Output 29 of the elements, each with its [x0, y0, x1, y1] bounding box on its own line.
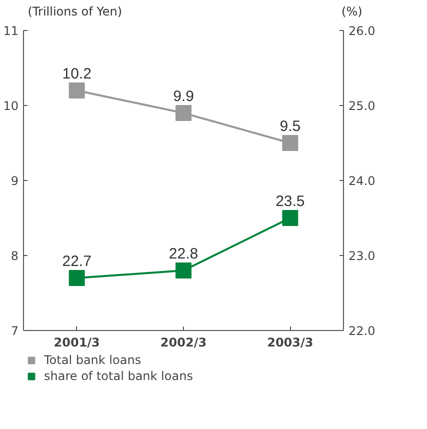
- legend-label: Total bank loans: [44, 352, 142, 368]
- data-label: 22.7: [62, 253, 92, 270]
- point: [68, 82, 85, 98]
- data-label: 22.8: [168, 246, 198, 262]
- x-tick-label: 2003/3: [267, 336, 314, 350]
- point: [176, 105, 192, 121]
- y2-tick-label: 22.0: [348, 324, 376, 338]
- y2-tick-label: 25.0: [348, 99, 376, 113]
- y2-tick-label: 26.0: [348, 24, 376, 38]
- data-label: 23.5: [276, 193, 305, 210]
- y2-tick-label: 23.0: [348, 249, 376, 263]
- data-label: 9.5: [280, 118, 301, 135]
- y-axis-title: (Trillions of Yen): [28, 4, 122, 18]
- x-tick-label: 2002/3: [160, 336, 207, 350]
- x-tick-label: 2001/3: [54, 336, 100, 350]
- y-tick-label: 11: [3, 24, 19, 38]
- data-label: 9.9: [173, 88, 194, 105]
- point: [68, 270, 85, 286]
- data-label: 10.2: [62, 66, 92, 82]
- point: [282, 135, 298, 151]
- y2-tick-label: 24.0: [348, 174, 376, 188]
- legend-label: share of total bank loans: [44, 368, 193, 384]
- point: [282, 210, 298, 226]
- y-tick-label: 10: [3, 99, 19, 113]
- y-tick-label: 9: [10, 174, 19, 188]
- y2-axis-title: (%): [342, 4, 362, 18]
- y-tick-label: 7: [10, 324, 19, 338]
- y-tick-label: 8: [10, 249, 19, 263]
- point: [176, 262, 192, 278]
